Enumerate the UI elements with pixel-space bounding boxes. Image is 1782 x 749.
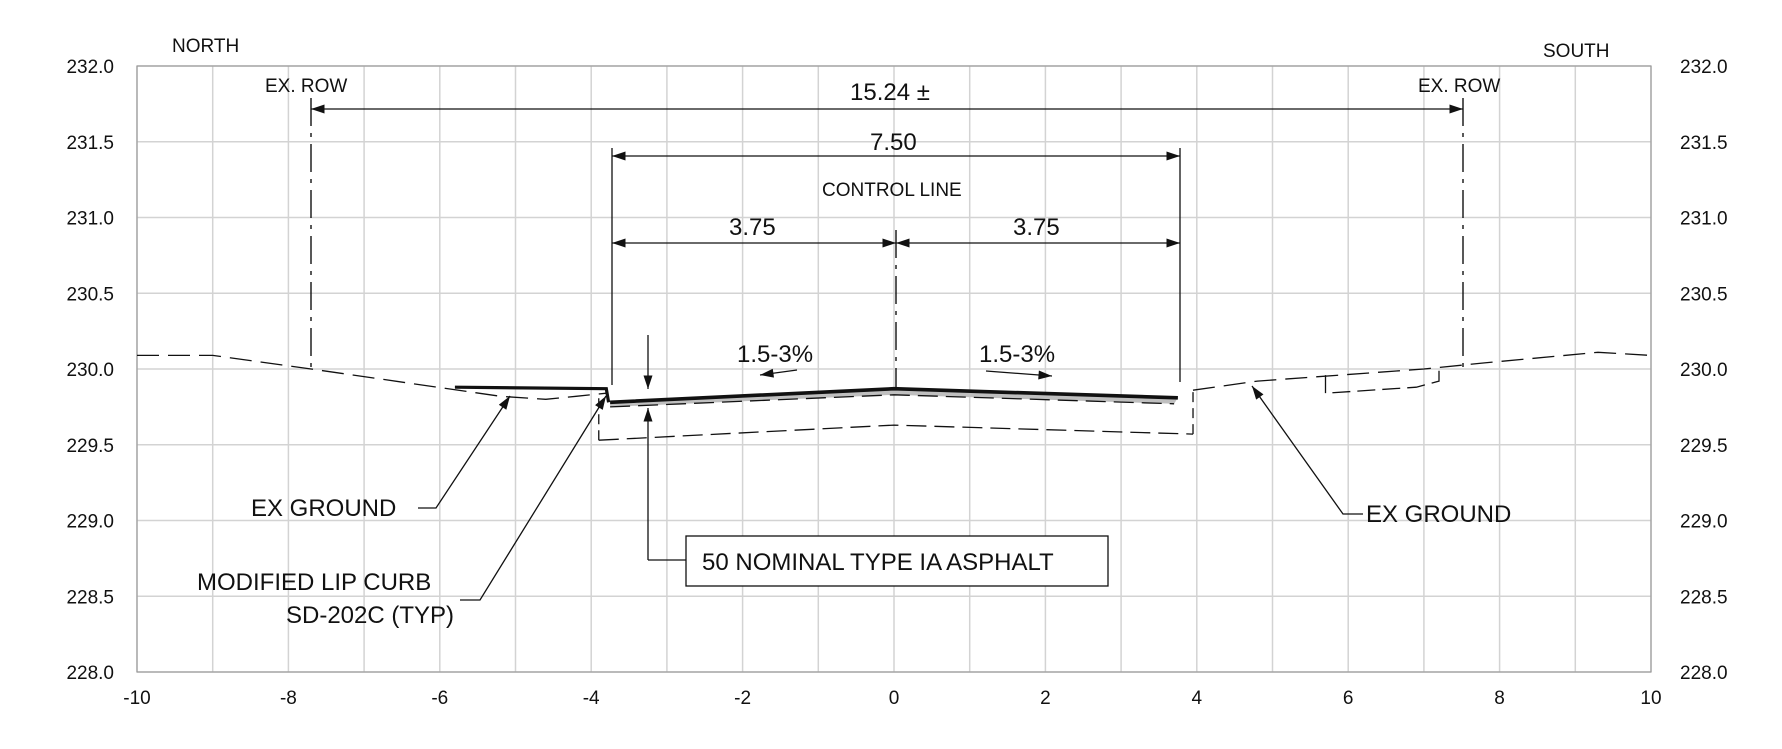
curb-label-line1: MODIFIED LIP CURB	[197, 569, 431, 596]
y-tick-label-left: 232.0	[66, 57, 114, 78]
y-tick-label-left: 228.5	[66, 587, 114, 608]
y-tick-label-left: 231.5	[66, 133, 114, 154]
ex-ground-left-leader	[418, 395, 511, 509]
y-tick-label-right: 229.5	[1680, 436, 1728, 457]
y-tick-label-left: 228.0	[66, 663, 114, 684]
x-tick-label: -8	[280, 688, 297, 709]
asphalt-callout-box	[685, 535, 1109, 587]
control-line-label: CONTROL LINE	[822, 180, 962, 201]
left-slope-arrow	[759, 368, 798, 378]
curb-leader	[460, 395, 607, 601]
pavement-bottom-line	[610, 394, 1175, 408]
y-tick-label-right: 232.0	[1680, 57, 1728, 78]
asphalt-callout-label: 50 NOMINAL TYPE IA ASPHALT	[702, 549, 1054, 576]
ex-row-label-right: EX. ROW	[1418, 76, 1500, 97]
x-tick-label: -4	[583, 688, 600, 709]
overall-dimension-label: 15.24 ±	[850, 79, 930, 106]
x-tick-label: 4	[1192, 688, 1203, 709]
y-tick-label-left: 230.5	[66, 284, 114, 305]
curb-label-line2: SD-202C (TYP)	[286, 602, 454, 629]
existing-ground-left	[137, 354, 607, 400]
north-label: NORTH	[172, 36, 239, 57]
ditch-detail	[1324, 366, 1440, 394]
x-tick-label: -10	[123, 688, 150, 709]
finished-road-surface	[610, 386, 1178, 405]
south-label: SOUTH	[1543, 41, 1610, 62]
subbase-line	[598, 424, 1194, 441]
y-tick-label-right: 228.0	[1680, 663, 1728, 684]
travelway-dimension-label: 7.50	[870, 129, 917, 156]
y-tick-label-right: 229.0	[1680, 512, 1728, 533]
road-geometry	[137, 351, 1652, 441]
right-slope-label: 1.5-3%	[979, 341, 1055, 368]
right-slope-arrow	[985, 370, 1053, 380]
plot-border	[136, 65, 1652, 673]
y-tick-label-right: 230.0	[1680, 360, 1728, 381]
y-tick-label-left: 229.0	[66, 512, 114, 533]
left-lane-dimension-label: 3.75	[729, 214, 776, 241]
y-tick-label-left: 230.0	[66, 360, 114, 381]
y-tick-labels-left: 228.0 228.5 229.0 229.5 230.0 230.5 231.0 231.5…	[66, 57, 114, 684]
y-tick-label-left: 231.0	[66, 209, 114, 230]
ex-ground-left-label: EX GROUND	[251, 495, 396, 522]
y-tick-label-right: 231.0	[1680, 209, 1728, 230]
x-tick-label: 6	[1343, 688, 1354, 709]
existing-ground-right	[1192, 351, 1652, 391]
y-tick-labels-right: 228.0 228.5 229.0 229.5 230.0 230.5 231.0 231.5…	[1680, 57, 1728, 684]
x-tick-label: -2	[734, 688, 751, 709]
y-tick-label-right: 230.5	[1680, 284, 1728, 305]
x-tick-labels: -10 -8 -6 -4 -2 0 2 4 6 8 10	[123, 688, 1661, 709]
y-tick-label-right: 228.5	[1680, 587, 1728, 608]
ex-row-label-left: EX. ROW	[265, 76, 347, 97]
x-tick-label: 0	[889, 688, 900, 709]
lip-curb	[454, 385, 611, 403]
x-tick-label: 2	[1040, 688, 1051, 709]
x-tick-label: 10	[1640, 688, 1661, 709]
plot-frame	[136, 65, 1652, 673]
ex-ground-right-label: EX GROUND	[1366, 501, 1511, 528]
y-tick-label-right: 231.5	[1680, 133, 1728, 154]
ex-ground-right-leader	[1251, 385, 1363, 515]
right-lane-dimension-label: 3.75	[1013, 214, 1060, 241]
y-tick-label-left: 229.5	[66, 436, 114, 457]
x-tick-label: -6	[431, 688, 448, 709]
x-tick-label: 8	[1494, 688, 1505, 709]
left-slope-label: 1.5-3%	[737, 341, 813, 368]
